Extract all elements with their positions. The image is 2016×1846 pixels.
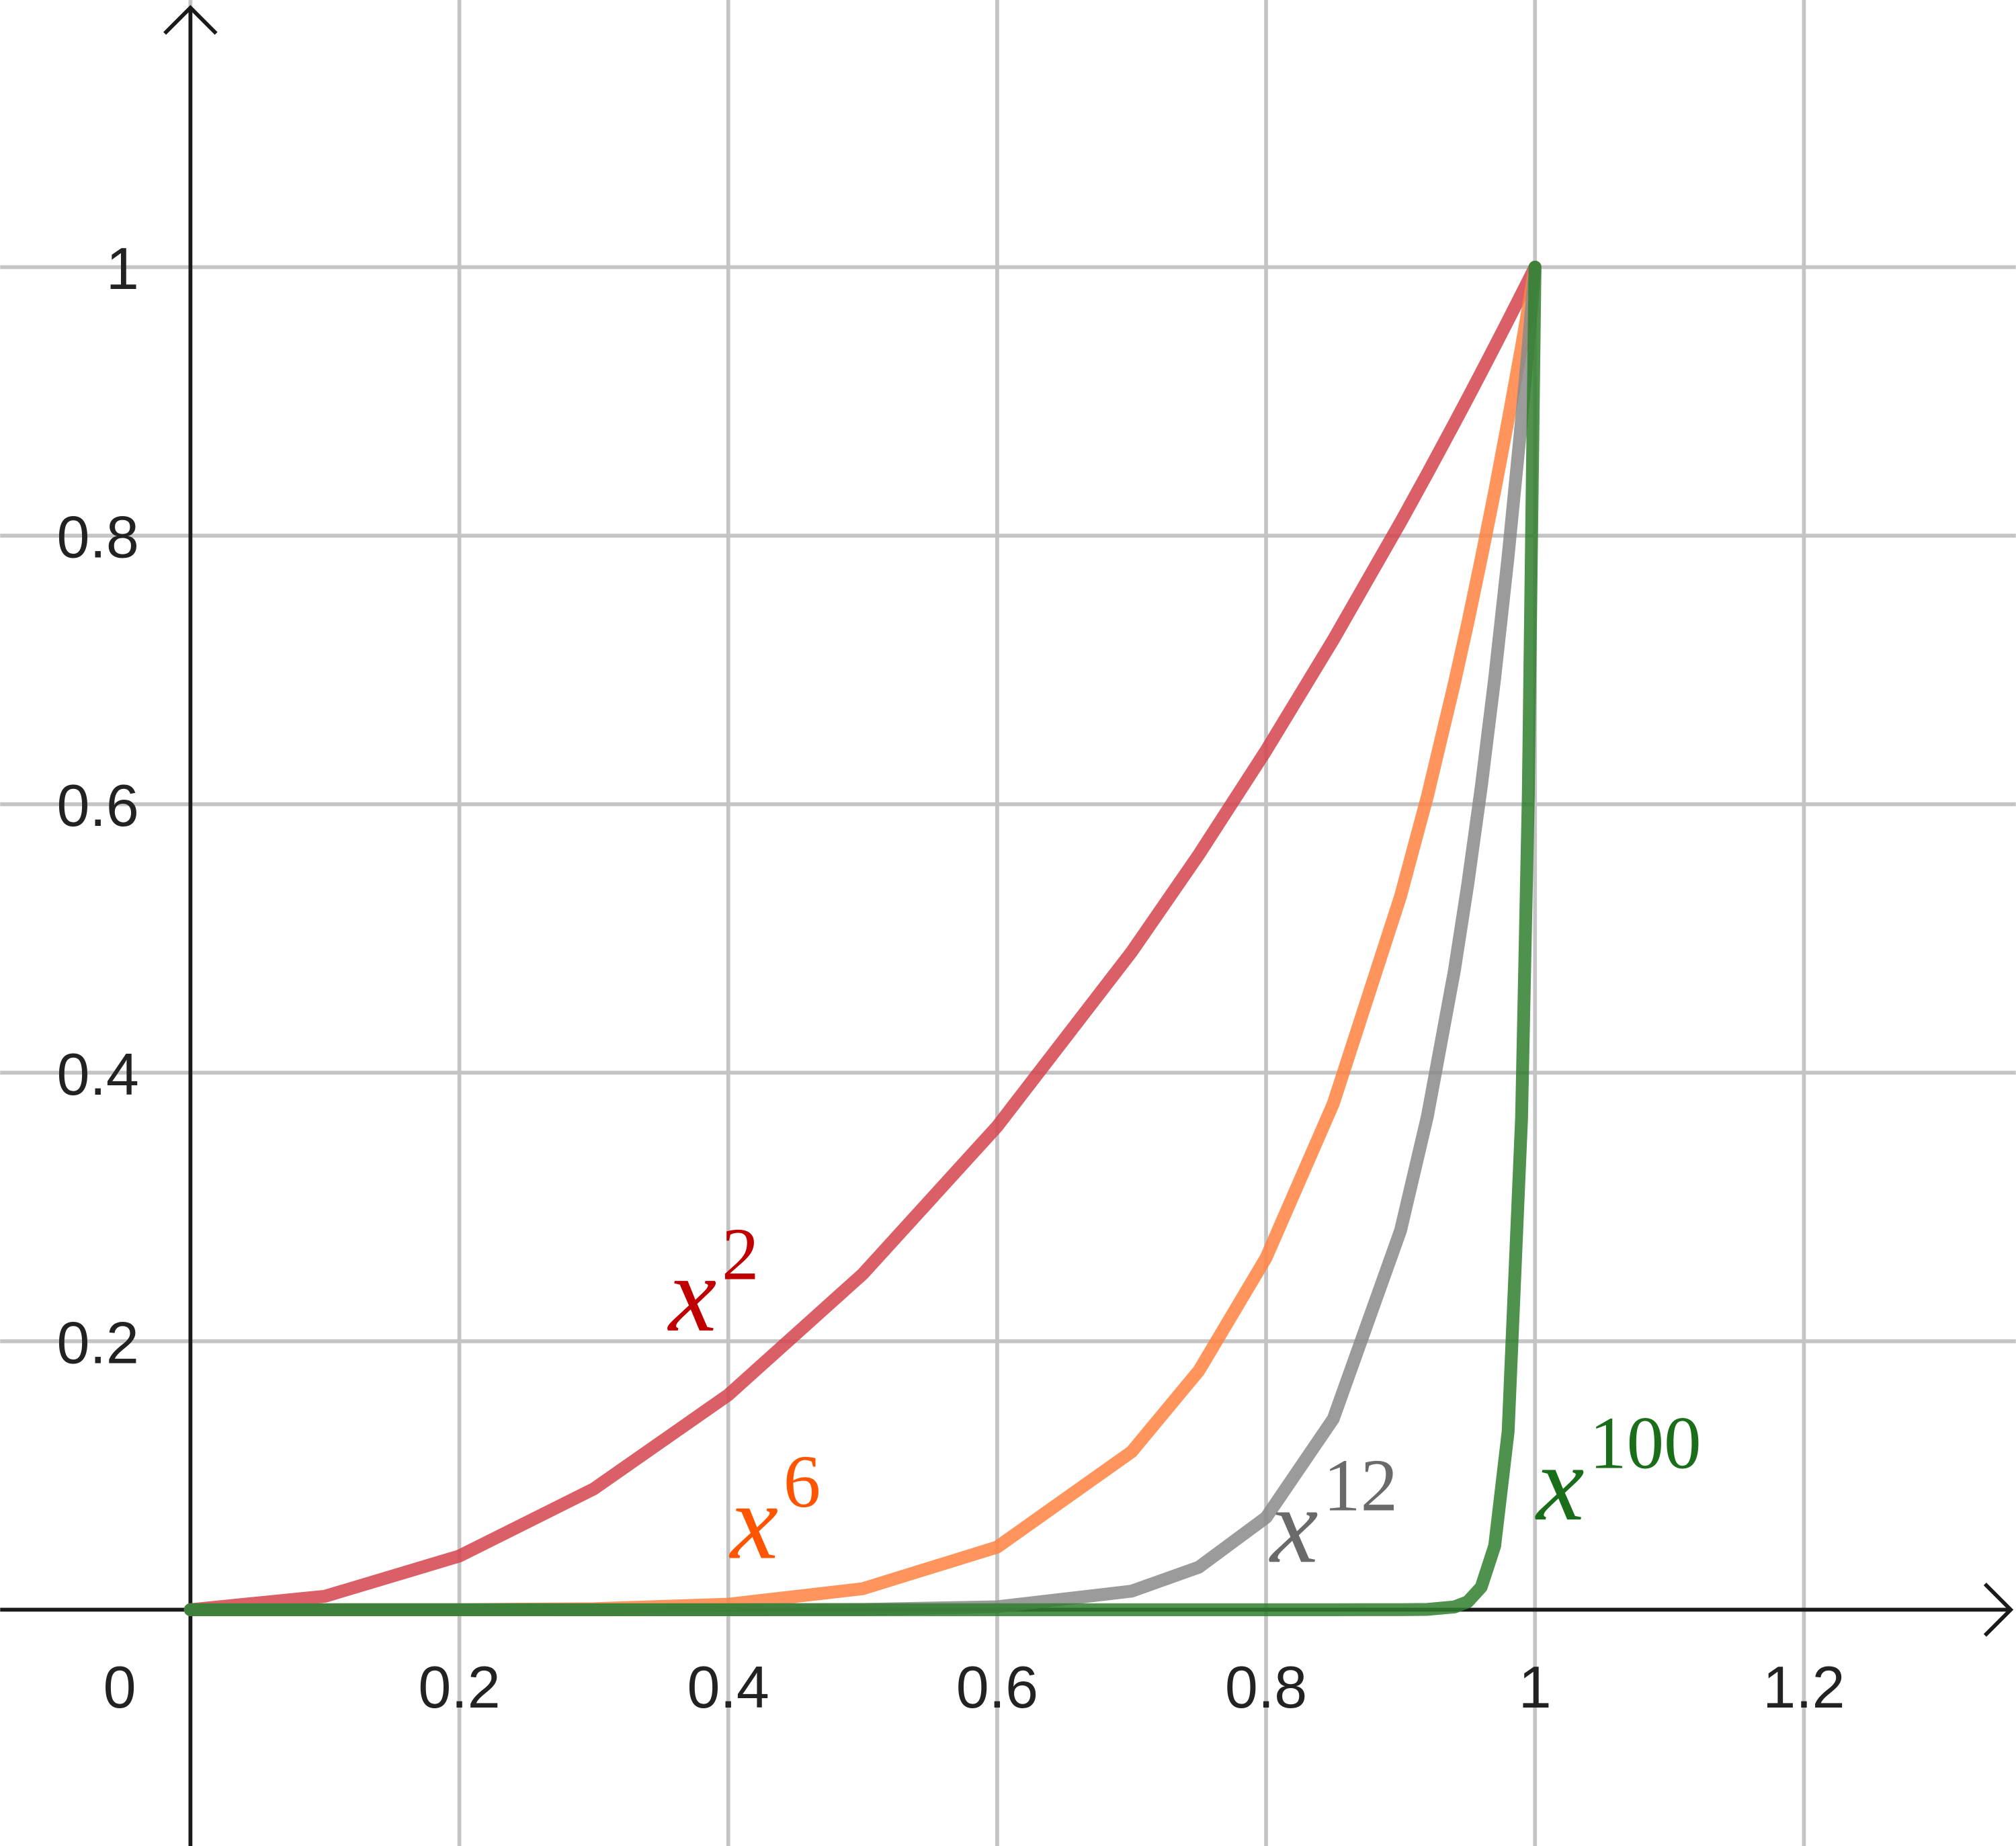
x-tick-label: 0 xyxy=(103,1654,136,1720)
curve-label: x 100 xyxy=(1535,1402,1701,1544)
y-tick-label: 0.2 xyxy=(57,1309,139,1376)
curve-label: x 12 xyxy=(1269,1444,1398,1586)
curve-label-exponent: 12 xyxy=(1323,1444,1398,1527)
y-tick-label: 0.4 xyxy=(57,1041,139,1107)
x-tick-label: 0.2 xyxy=(418,1654,500,1720)
curve-label-base: x xyxy=(667,1234,716,1354)
curve xyxy=(183,261,1542,1616)
curve-label-exponent: 6 xyxy=(784,1440,821,1523)
x-tick-label: 1 xyxy=(1519,1654,1552,1720)
curve xyxy=(183,261,1542,1616)
curve-label-exponent: 100 xyxy=(1589,1402,1701,1484)
y-tick-label: 0.8 xyxy=(57,504,139,571)
y-axis-arrow xyxy=(163,5,218,35)
y-tick-label: 0.6 xyxy=(57,772,139,839)
curve-label-exponent: 2 xyxy=(722,1212,759,1295)
x-axis-arrow xyxy=(1983,1583,2014,1637)
curve-label-base: x xyxy=(1269,1466,1318,1585)
x-tick-label: 0.4 xyxy=(687,1654,769,1720)
curve-label-base: x xyxy=(1535,1423,1584,1543)
curve xyxy=(183,261,1542,1616)
curve-label-base: x xyxy=(729,1462,778,1581)
x-tick-label: 0.8 xyxy=(1225,1654,1307,1720)
x-tick-label: 1.2 xyxy=(1763,1654,1845,1720)
x-tick-label: 0.6 xyxy=(956,1654,1038,1720)
y-tick-label: 1 xyxy=(106,235,139,302)
